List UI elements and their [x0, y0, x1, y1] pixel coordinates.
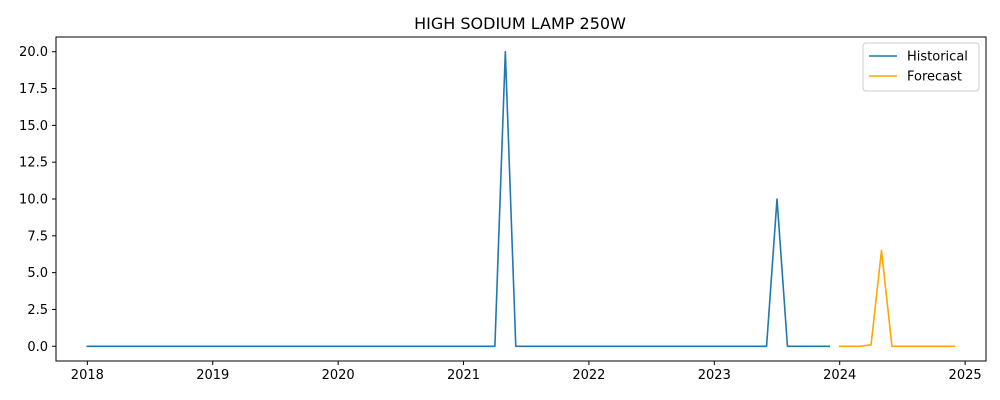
y-tick-label: 2.5: [27, 303, 48, 318]
x-tick-label: 2018: [71, 368, 104, 383]
x-tick-label: 2019: [196, 368, 229, 383]
y-tick-label: 17.5: [19, 82, 48, 97]
y-tick-label: 5.0: [27, 266, 48, 281]
series-line-forecast: [838, 249, 956, 348]
x-tick-label: 2020: [322, 368, 355, 383]
y-tick-label: 7.5: [27, 229, 48, 244]
y-tick-label: 0.0: [27, 340, 48, 355]
series-line-historical: [86, 50, 831, 348]
legend-box: [862, 42, 980, 92]
legend-label-forecast: Forecast: [907, 70, 962, 85]
legend-label-historical: Historical: [907, 50, 968, 65]
legend: Historical Forecast: [862, 42, 980, 92]
y-tick-label: 12.5: [19, 156, 48, 171]
y-tick-label: 10.0: [19, 193, 48, 208]
x-tick-label: 2023: [698, 368, 731, 383]
plot-area: 2018 2019 2020 2021 2022 2023 2024 2025 0.0 2.5 5.…: [19, 45, 982, 383]
plot-frame: [55, 36, 987, 362]
x-tick-label: 2025: [949, 368, 982, 383]
y-tick-label: 15.0: [19, 119, 48, 134]
x-tick-label: 2021: [447, 368, 480, 383]
chart-title: HIGH SODIUM LAMP 250W: [414, 14, 626, 33]
y-tick-label: 20.0: [19, 45, 48, 60]
x-tick-label: 2022: [572, 368, 605, 383]
x-tick-label: 2024: [823, 368, 856, 383]
